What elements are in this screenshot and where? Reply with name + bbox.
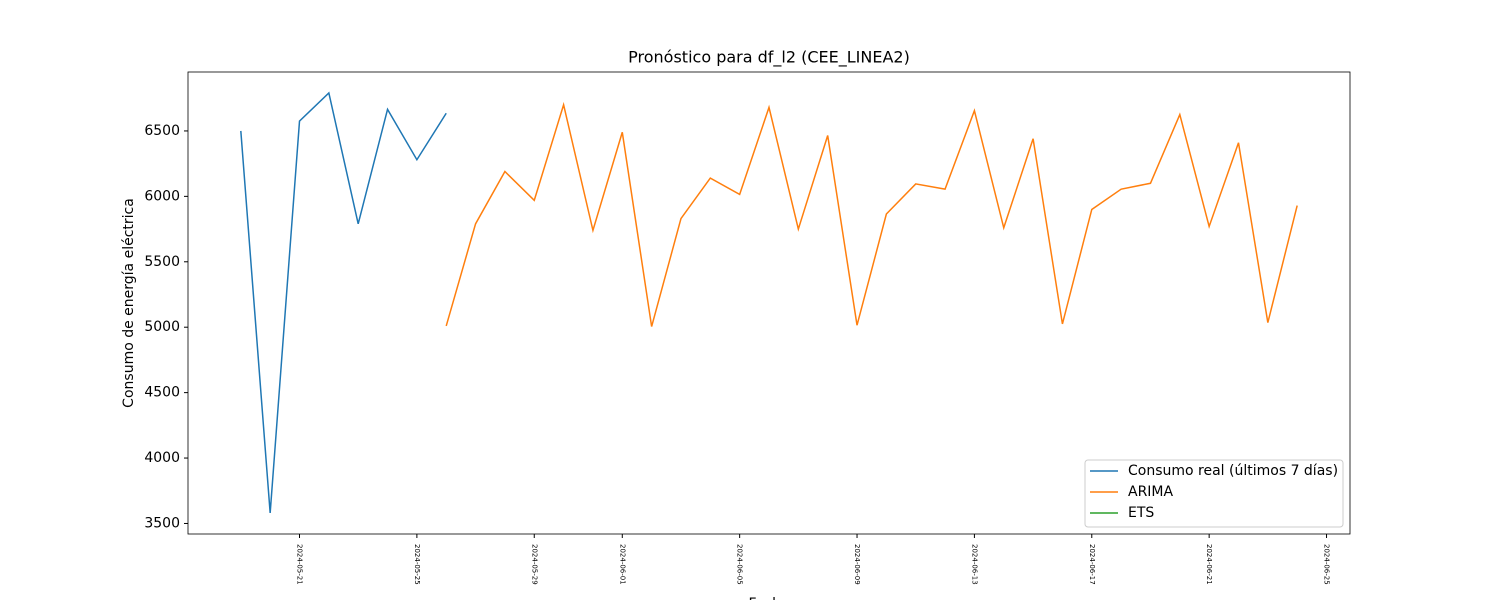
x-tick-label: 2024-05-21 [296,544,304,585]
chart-title: Pronóstico para df_l2 (CEE_LINEA2) [628,48,910,68]
x-tick-label: 2024-06-17 [1088,544,1096,585]
x-tick-label: 2024-06-05 [736,544,744,585]
x-tick-label: 2024-06-13 [970,544,978,585]
series-line [240,91,447,514]
y-tick-label: 4500 [144,385,180,401]
legend-box [1084,459,1344,528]
x-tick-label: 2024-06-09 [853,544,861,585]
y-tick-label: 6000 [144,188,180,204]
legend-label: Consumo real (últimos 7 días) [1128,463,1338,479]
y-tick-label: 6500 [144,123,180,139]
y-tick-label: 3500 [144,515,180,531]
x-tick-label: 2024-05-29 [530,544,538,585]
series-line [445,101,1298,327]
y-axis-label: Consumo de energía eléctrica [121,198,137,408]
x-tick-label: 2024-06-25 [1323,544,1331,585]
y-tick-label: 4000 [144,450,180,466]
y-tick-label: 5500 [144,254,180,270]
x-tick-label: 2024-06-21 [1205,544,1213,585]
legend-label: ETS [1128,505,1154,521]
legend-label: ARIMA [1128,484,1174,500]
x-tick-label: 2024-06-01 [618,544,626,585]
x-axis-label: Fecha [748,596,789,600]
plot-frame [187,71,1351,535]
x-tick-label: 2024-05-25 [413,544,421,585]
y-tick-label: 5000 [144,319,180,335]
